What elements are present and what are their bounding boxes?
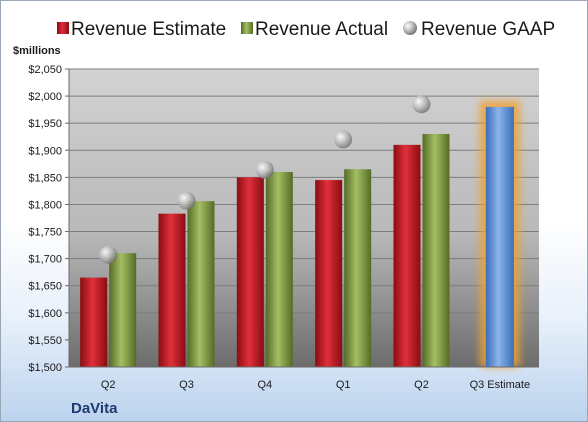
gridlines (69, 68, 539, 368)
legend-label-estimate: Revenue Estimate (71, 19, 226, 40)
marker-revenue-gaap (334, 130, 353, 149)
legend-label-actual: Revenue Actual (255, 19, 388, 40)
x-axis-ticks: Q2 Q3 Q4 Q1 Q2 Q3 Estimate (101, 379, 530, 391)
y-tick-label: $1,600 (28, 308, 62, 320)
bar-revenue-estimate (236, 177, 264, 367)
y-tick-label: $1,500 (28, 362, 62, 374)
x-tick-label: Q2 (414, 379, 429, 391)
bar-revenue-estimate (315, 180, 343, 367)
y-tick-label: $1,850 (28, 172, 62, 184)
legend-swatch-gaap (403, 21, 417, 35)
plot-area (69, 69, 539, 367)
legend-item-revenue-gaap: Revenue GAAP (403, 19, 555, 40)
y-tick-label: $1,950 (28, 118, 62, 130)
marker-revenue-gaap (412, 95, 431, 114)
bar-revenue-estimate (158, 213, 186, 367)
x-tick-label: Q3 Estimate (470, 379, 531, 391)
bar-revenue-actual (422, 134, 450, 367)
bar-revenue-actual (265, 171, 293, 367)
y-tick-label: $1,800 (28, 199, 62, 211)
bars (80, 100, 520, 367)
y-tick-label: $1,900 (28, 145, 62, 157)
bar-revenue-actual (344, 169, 372, 367)
x-tick-label: Q2 (101, 379, 116, 391)
marker-revenue-gaap (255, 160, 274, 179)
bar-revenue-actual (109, 253, 137, 367)
brand-label: DaVita (71, 400, 118, 417)
y-tick-label: $1,650 (28, 281, 62, 293)
y-axis-ticks: $1,500 $1,550 $1,600 $1,650 $1,700 $1,750 $1,8… (28, 64, 69, 374)
y-tick-label: $1,750 (28, 227, 62, 239)
legend: Revenue Estimate Revenue Actual Revenue … (57, 19, 555, 40)
bar-revenue-estimate (393, 144, 421, 367)
y-tick-label: $2,000 (28, 91, 62, 103)
bar-revenue-actual (187, 201, 215, 367)
x-tick-label: Q1 (336, 379, 351, 391)
bar-revenue-estimate (80, 277, 108, 367)
y-axis-unit-label: $millions (13, 45, 61, 57)
x-tick-label: Q3 (179, 379, 194, 391)
y-tick-label: $1,700 (28, 254, 62, 266)
legend-item-revenue-actual: Revenue Actual (241, 19, 388, 40)
legend-swatch-estimate (57, 22, 69, 34)
gaap-markers (99, 95, 431, 264)
legend-swatch-actual (241, 22, 253, 34)
marker-revenue-gaap (177, 191, 196, 210)
y-tick-label: $2,050 (28, 64, 62, 76)
legend-label-gaap: Revenue GAAP (421, 19, 555, 40)
marker-revenue-gaap (99, 245, 118, 264)
bar-q3-estimate (485, 106, 514, 367)
x-tick-label: Q4 (257, 379, 272, 391)
y-tick-label: $1,550 (28, 335, 62, 347)
legend-item-revenue-estimate: Revenue Estimate (57, 19, 226, 40)
